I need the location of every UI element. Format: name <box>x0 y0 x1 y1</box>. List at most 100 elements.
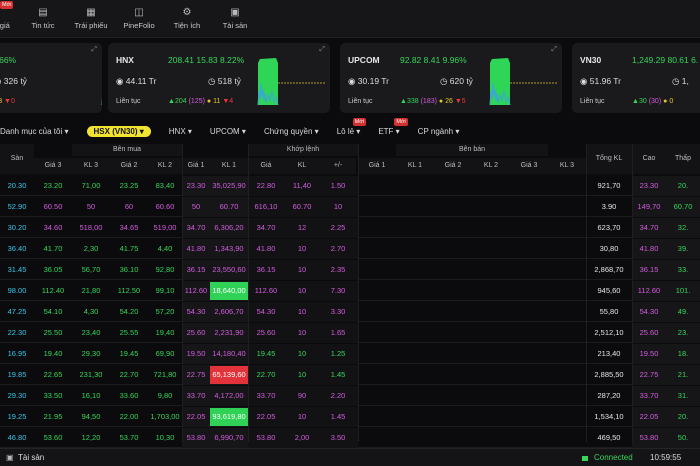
filter-label: Danh mục của tôi <box>0 126 63 136</box>
column-header[interactable]: KL 3 <box>72 158 110 174</box>
table-row[interactable]: 19.85 22.65 231,30 22.70 721,80 22.75 65,139,6… <box>0 365 700 385</box>
cell: 23.20 <box>43 181 63 190</box>
trade-value: ◷ 326 tỷ <box>0 76 27 87</box>
table-row[interactable]: 52.90 60.50 50 60 60.60 50 60.70 616,10 60.70 10 3… <box>0 197 700 217</box>
index-card-hnx[interactable]: HNX 208.41 15.83 8.22% ◉ 44.11 Tr ◷ 518 tỷ L… <box>108 43 330 113</box>
column-divider <box>586 144 587 442</box>
cell: 2,30 <box>83 244 99 253</box>
filter-1[interactable]: HSX (VN30) ▾ <box>86 125 151 137</box>
column-header[interactable]: KL <box>284 158 320 174</box>
cell: 12 <box>297 223 307 232</box>
trade-value: ◷ 518 tỷ <box>208 76 241 87</box>
column-header[interactable]: KL 2 <box>472 158 510 174</box>
filter-4[interactable]: Chứng quyền ▾ <box>264 127 319 136</box>
filter-6[interactable]: ETF ▾ Mới <box>378 117 408 136</box>
market-breadth: ▲338 (183) ● 26 ▼5 <box>400 98 466 105</box>
match-shade <box>248 218 358 238</box>
cell: 52.90 <box>7 202 27 211</box>
expand-icon[interactable]: ⤢ <box>91 46 97 53</box>
table-row[interactable]: 31.45 36.05 56,70 36.10 92,80 36.15 23,550,60 3… <box>0 260 700 280</box>
wallet-icon[interactable]: ▣ <box>6 453 14 462</box>
column-header[interactable]: Tổng KL <box>586 144 632 174</box>
column-header[interactable]: Thấp <box>666 144 700 174</box>
cell: 112.60 <box>637 286 661 295</box>
filter-5[interactable]: Lô lẻ ▾ Mới <box>337 117 367 136</box>
filter-0[interactable]: Danh mục của tôi ▾ <box>0 127 69 136</box>
column-header[interactable]: Giá 3 <box>34 158 72 174</box>
group-header-2: Bên bán <box>396 144 548 156</box>
expand-icon[interactable]: ⤢ <box>319 46 325 53</box>
cell: 1.50 <box>330 181 346 190</box>
cell: 1.45 <box>330 412 346 421</box>
cell: 33.70 <box>256 391 276 400</box>
table-row[interactable]: 46.80 53.60 12,20 53.70 10,30 53.80 6,990,70 53… <box>0 428 700 448</box>
column-header[interactable]: Giá 2 <box>434 158 472 174</box>
column-header[interactable]: Giá 3 <box>510 158 548 174</box>
column-header[interactable]: KL 2 <box>148 158 182 174</box>
table-row[interactable]: 20.30 23.20 71,00 23.25 83,40 23.30 35,025,90 2… <box>0 176 700 196</box>
nav-item-5[interactable]: ▣ Tài sản <box>216 7 254 37</box>
nav-item-2[interactable]: ▦ Trái phiếu <box>72 7 110 37</box>
match-shade <box>248 323 358 343</box>
cell: 47.25 <box>7 307 27 316</box>
table-row[interactable]: 19.25 21.95 94,50 22.00 1,703,00 22.05 93,619,… <box>0 407 700 427</box>
cell: 1,343,90 <box>214 244 244 253</box>
index-percent: 8.22% <box>220 55 245 65</box>
chevron-down-icon: ▾ <box>354 126 361 136</box>
cell: 2,868,70 <box>594 265 624 274</box>
cell: 39. <box>677 244 689 253</box>
filter-3[interactable]: UPCOM ▾ <box>210 127 246 136</box>
column-header[interactable]: +/- <box>320 158 356 174</box>
table-row[interactable]: 36.40 41.70 2,30 41.75 4,40 41.80 1,343,90 41.8… <box>0 239 700 259</box>
table-row[interactable]: 29.30 33.50 16,10 33.60 9,80 33.70 4,172,00 33.… <box>0 386 700 406</box>
nav-item-1[interactable]: ▤ Tin tức <box>24 7 62 37</box>
column-header[interactable]: Cao <box>632 144 666 174</box>
column-header[interactable]: KL 1 <box>210 158 248 174</box>
column-header[interactable]: KL 3 <box>548 158 586 174</box>
chevron-down-icon: ▾ <box>185 126 192 136</box>
nav-item-3[interactable]: ◫ PineFolio <box>120 7 158 37</box>
column-header[interactable]: Giá 2 <box>110 158 148 174</box>
assets-link[interactable]: Tài sản <box>18 453 45 462</box>
trade-value-text: 620 tỷ <box>449 76 473 86</box>
column-header[interactable]: Giá 1 <box>182 158 210 174</box>
bid-shade <box>182 323 248 343</box>
breadth-value: 204 <box>174 98 187 105</box>
breadth-ce: (30) <box>648 98 662 105</box>
table-row[interactable]: 22.30 25.50 23,40 25.55 19,40 25.60 2,231,90 25… <box>0 323 700 343</box>
filter-label: Chứng quyền <box>263 126 313 136</box>
cell: 1,534,10 <box>594 412 624 421</box>
index-percent: 9.96% <box>442 55 467 65</box>
filter-label: CP ngành <box>417 126 454 136</box>
stats-shade <box>632 281 700 301</box>
cell: 33.70 <box>186 391 206 400</box>
index-card-vnindex[interactable]: 6.66% ◷ 326 tỷ ● 3 ▼0 ⤢ <box>0 43 102 113</box>
clock-icon: ◷ <box>672 76 682 86</box>
cell: 19.45 <box>256 349 276 358</box>
table-row[interactable]: 47.25 54.10 4,30 54.20 57,20 54.30 2,606,70 54.… <box>0 302 700 322</box>
cell: 35,025,90 <box>212 181 246 190</box>
filter-2[interactable]: HNX ▾ <box>169 127 192 136</box>
volume: ◉ 44.11 Tr <box>116 76 156 87</box>
cell: 23.30 <box>186 181 206 190</box>
column-header[interactable]: Giá 1 <box>358 158 396 174</box>
column-header[interactable]: Giá <box>248 158 284 174</box>
column-header[interactable]: KL 1 <box>396 158 434 174</box>
table-row[interactable]: 30.20 34.60 518,00 34.65 519,00 34.70 6,306,20… <box>0 218 700 238</box>
column-header[interactable]: Sàn <box>0 144 34 174</box>
expand-icon[interactable]: ⤢ <box>551 46 557 53</box>
table-row[interactable]: 16.95 19.40 29,30 19.45 69,90 19.50 14,180,40 1… <box>0 344 700 364</box>
index-card-vn30[interactable]: VN30 1,249.29 80.61 6. ◉ 51.96 Tr ◷ 1, Liên … <box>572 43 700 113</box>
index-points: 15.83 <box>196 55 218 65</box>
index-card-upcom[interactable]: UPCOM 92.82 8.41 9.96% ◉ 30.19 Tr ◷ 620 tỷ L… <box>340 43 562 113</box>
cell: 65,139,60 <box>210 366 248 384</box>
intraday-sparkline <box>489 58 558 105</box>
cell: 6,306,20 <box>214 223 244 232</box>
column-divider <box>182 144 183 442</box>
filter-7[interactable]: CP ngành ▾ <box>418 127 460 136</box>
breadth-value: 0 <box>669 98 674 105</box>
table-row[interactable]: 98.00 112.40 21,80 112.50 99,10 112.60 18,640,… <box>0 281 700 301</box>
cell: 60.70 <box>292 202 312 211</box>
nav-item-4[interactable]: ⚙ Tiện ích <box>168 7 206 37</box>
